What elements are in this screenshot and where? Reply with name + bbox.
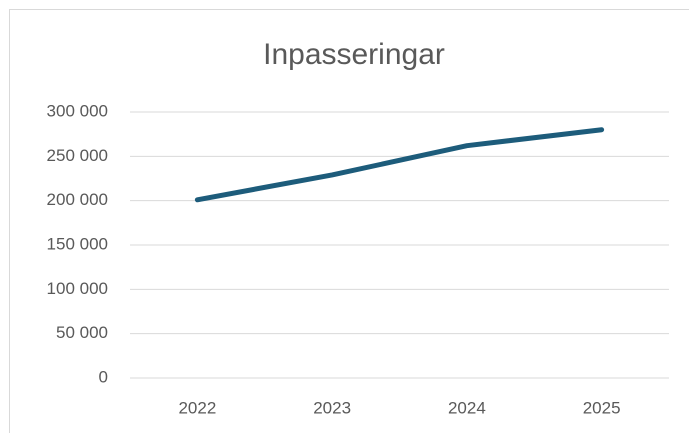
x-tick-label: 2023 — [313, 398, 351, 417]
x-tick-label: 2025 — [583, 398, 621, 417]
y-tick-label: 100 000 — [47, 279, 108, 298]
y-tick-label: 150 000 — [47, 234, 108, 253]
chart-border — [9, 9, 689, 433]
chart-title: Inpasseringar — [263, 38, 445, 71]
y-tick-label: 200 000 — [47, 190, 108, 209]
x-tick-label: 2024 — [448, 398, 486, 417]
y-tick-label: 50 000 — [56, 323, 108, 342]
data-line — [194, 127, 605, 203]
y-tick-label: 0 — [99, 367, 108, 386]
x-tick-label: 2022 — [178, 398, 216, 417]
y-tick-label: 300 000 — [47, 101, 108, 120]
y-tick-label: 250 000 — [47, 146, 108, 165]
